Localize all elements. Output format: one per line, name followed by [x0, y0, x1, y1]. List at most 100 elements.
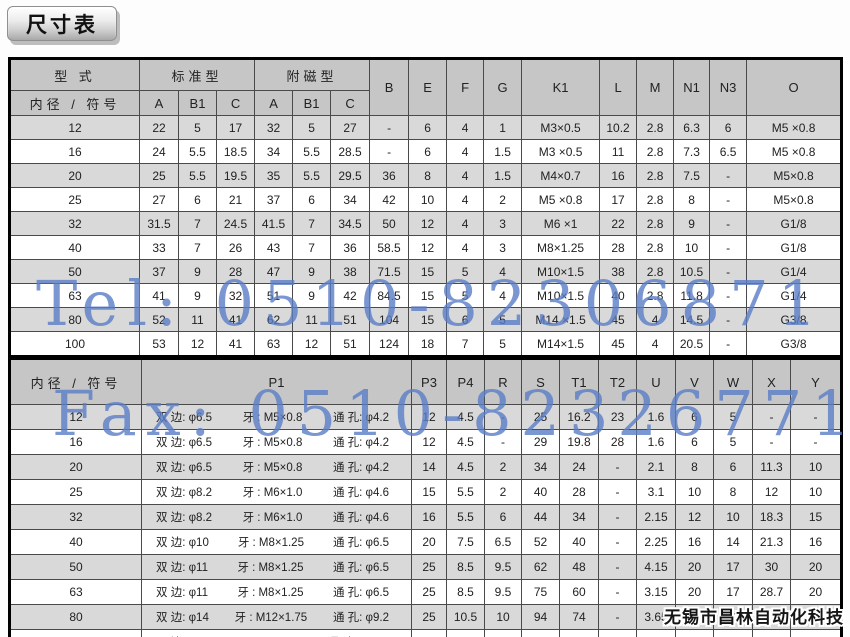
cell: 37 [139, 259, 179, 284]
cell: 18.3 [752, 504, 791, 530]
header-magnet-type: 附磁型 [254, 58, 371, 91]
cell: 22 [599, 211, 638, 236]
cell: 2.8 [636, 187, 675, 212]
cell: 9 [178, 283, 217, 308]
cell: 2.8 [636, 211, 675, 236]
column-header-A: A [139, 90, 179, 116]
p1-cell: 双 边: φ14 牙 : M12×1.75 通 孔: φ9.2 [141, 604, 412, 630]
cell: 26 [790, 604, 842, 630]
header-bore-label: 内径 / 符号 [9, 90, 140, 116]
cell: 28.5 [330, 139, 371, 164]
cell: 36 [369, 163, 410, 188]
column-header-X: X [752, 358, 791, 405]
column-header-C-magnet: C [330, 90, 371, 116]
cell: 12 [408, 235, 448, 260]
column-header-N3: N3 [709, 58, 748, 116]
cell: 4 [483, 283, 523, 308]
cell: 6 [713, 454, 753, 480]
dimension-tables: 型 式 标准型 附磁型 B E F G K1 L M N1 N3 O 内径 / … [8, 57, 844, 637]
header-row: 内径 / 符号 P1 P3 P4 R S T1 T2 U V W X Y [9, 358, 842, 405]
header-bore-label: 内径 / 符号 [9, 358, 142, 405]
cell: 16 [675, 529, 714, 555]
column-header-W: W [713, 358, 753, 405]
p1-side: 双 边: φ6.5 [156, 462, 213, 474]
cell: 7 [178, 211, 217, 236]
column-header-T1: T1 [559, 358, 599, 405]
cell: 40 [559, 529, 599, 555]
cell: 24 [559, 454, 599, 480]
table-row: 50 37 9 28 47 9 38 71.5 15 5 4 M10×1.5 3… [9, 259, 843, 284]
table-body: 12 双 边: φ6.5 牙 : M5×0.8 通 孔: φ4.2 12 4.5… [9, 404, 842, 637]
cell: 10 [484, 604, 522, 630]
p1-cell: 双 边: φ8.2 牙 : M6×1.0 通 孔: φ4.6 [141, 479, 412, 505]
cell: 51 [330, 307, 371, 332]
p1-side: 双 边: φ8.2 [156, 512, 213, 524]
cell: 71.5 [369, 259, 410, 284]
cell: M3×0.5 [521, 115, 601, 140]
cell: 10 [408, 187, 448, 212]
table-row: 40 33 7 26 43 7 36 58.5 12 4 3 M8×1.25 2… [9, 235, 843, 260]
cell: 15 [408, 307, 448, 332]
header-row-groups: 型 式 标准型 附磁型 B E F G K1 L M N1 N3 O [9, 58, 843, 116]
cell: 20 [675, 554, 714, 580]
cell: 6 [484, 504, 522, 530]
cell: 8.5 [446, 554, 485, 580]
table-row: 16 双 边: φ6.5 牙 : M5×0.8 通 孔: φ4.2 12 4.5… [9, 429, 842, 455]
p1-side: 双 边: φ10 [156, 537, 209, 549]
cell: 10 [790, 479, 842, 505]
dimension-table-bottom: 内径 / 符号 P1 P3 P4 R S T1 T2 U V W X Y [8, 358, 843, 637]
cell: 6.5 [709, 139, 748, 164]
cell: 17 [713, 554, 753, 580]
cell: 35 [254, 163, 294, 188]
bore-cell: 16 [9, 139, 140, 164]
bore-cell: 25 [9, 187, 140, 212]
cell: 25 [411, 554, 447, 580]
cell: 6 [408, 115, 448, 140]
cell: 37 [254, 187, 294, 212]
cell: 12 [411, 404, 447, 430]
cell: 3.65 [636, 629, 676, 637]
p1-cell: 双 边: φ11 牙 : M8×1.25 通 孔: φ6.5 [141, 554, 412, 580]
cell: 2 [483, 187, 523, 212]
cell: - [598, 629, 637, 637]
cell: 8 [713, 479, 753, 505]
cell: 10 [484, 629, 522, 637]
cell: 11.3 [752, 454, 791, 480]
cell: 5 [446, 283, 485, 308]
cell: 90 [559, 629, 599, 637]
cell: 17 [215, 115, 256, 140]
cell: 9.5 [484, 554, 522, 580]
bore-cell: 25 [9, 479, 142, 505]
cell: 34 [330, 187, 371, 212]
column-header-O: O [746, 58, 843, 116]
cell: - [369, 139, 410, 164]
table-row: 80 双 边: φ14 牙 : M12×1.75 通 孔: φ9.2 25 10… [9, 604, 842, 630]
cell: M5 ×0.8 [521, 187, 601, 212]
cell: 6.5 [484, 529, 522, 555]
cell: 40 [521, 479, 560, 505]
bore-cell: 80 [9, 604, 142, 630]
cell: 6 [408, 139, 448, 164]
cell: - [598, 504, 637, 530]
bore-cell: 20 [9, 454, 142, 480]
cell: 7.3 [673, 139, 711, 164]
p1-hole: 通 孔: φ6.5 [332, 537, 389, 549]
cell: - [598, 529, 637, 555]
cell: 5.5 [178, 163, 217, 188]
cell: - [709, 331, 748, 357]
cell: 42 [369, 187, 410, 212]
dimension-table-top: 型 式 标准型 附磁型 B E F G K1 L M N1 N3 O 内径 / … [8, 57, 844, 358]
cell: G1/8 [746, 235, 843, 260]
cell: 10.5 [673, 259, 711, 284]
cell: 28 [559, 479, 599, 505]
table-row: 32 双 边: φ8.2 牙 : M6×1.0 通 孔: φ4.6 16 5.5… [9, 504, 842, 530]
cell: M4×0.7 [521, 163, 601, 188]
cell: 25 [521, 404, 560, 430]
cell: 20 [675, 579, 714, 605]
cell: 2.25 [636, 529, 676, 555]
cell: M10×1.5 [521, 283, 601, 308]
cell: 16.2 [559, 404, 599, 430]
cell: 75 [521, 579, 560, 605]
cell: 17 [599, 187, 638, 212]
cell: 18 [408, 331, 448, 357]
